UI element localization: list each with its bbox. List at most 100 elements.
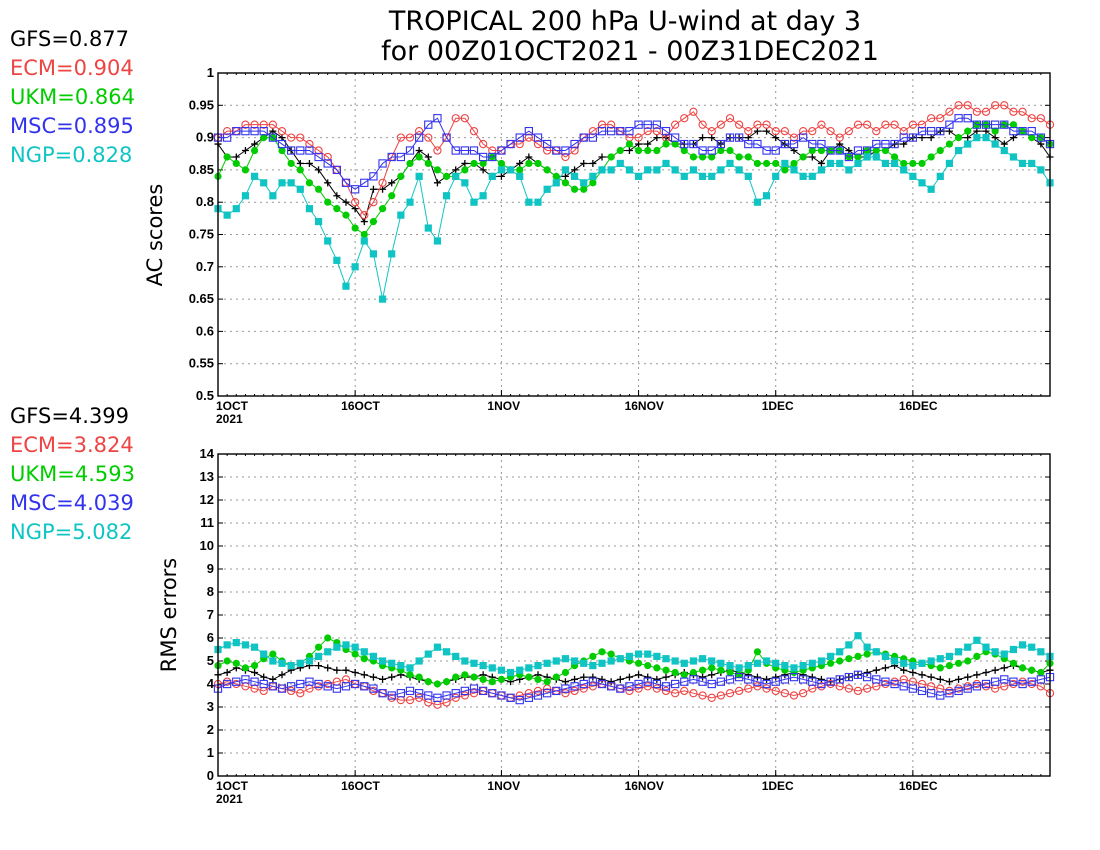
ac-series-ecm-point (268, 120, 278, 129)
ac-ytick-label: 0.5 (196, 388, 214, 403)
rms-xtick-sublabel: 2021 (216, 792, 243, 806)
ac-series-msc-point (268, 133, 278, 142)
ac-series-ecm-point (424, 133, 433, 142)
ac-series-ukm-point (406, 159, 414, 168)
rms-series-ngp-point (296, 659, 304, 667)
rms-series-ngp-point (333, 643, 341, 651)
rms-series-ukm-point (525, 673, 533, 681)
rms-legend: GFS=4.399 ECM=3.824 UKM=4.593 MSC=4.039 … (10, 404, 135, 544)
ac-series-ukm-point (287, 159, 295, 168)
ac-series-ngp-point (845, 166, 853, 174)
ac-series-msc-point (826, 146, 835, 155)
ac-series-msc-point (1027, 126, 1036, 136)
ac-series-ngp (214, 134, 1054, 303)
ac-series-ngp-point (1018, 159, 1027, 168)
rms-series-msc-point (433, 693, 442, 702)
rms-series-ngp-point (241, 641, 250, 649)
rms-series-ukm-point (954, 659, 963, 667)
rms-series-ecm-point (424, 698, 433, 707)
ac-series-ecm-point (451, 114, 460, 123)
ac-series-gfs-point (580, 159, 588, 167)
rms-series-ecm-point (744, 684, 753, 693)
ac-series-ngp-point (232, 205, 240, 213)
ac-series-ecm-point (817, 120, 826, 129)
rms-series-ngp-point (570, 657, 579, 665)
rms-series-ukm-point (845, 655, 853, 663)
ac-series-ngp-point (717, 166, 725, 174)
rms-legend-ecm: ECM=3.824 (10, 433, 134, 457)
rms-series-ngp-point (1000, 650, 1008, 658)
ac-series-msc-point (369, 172, 378, 181)
ac-series-msc-point (780, 139, 790, 149)
ac-series-ngp-point (305, 205, 314, 213)
rms-series-ecm-point (707, 693, 716, 702)
ac-series-ecm-point (305, 139, 314, 149)
rms-series-msc-point (350, 679, 360, 689)
ac-series-ngp-point (945, 159, 954, 168)
rms-series-ngp-point (881, 652, 890, 660)
rms-series-msc-point (899, 682, 908, 691)
rms-series-ecm-point (753, 682, 762, 691)
ac-series-ngp-point (735, 166, 743, 174)
rms-ytick-label: 14 (200, 446, 215, 461)
ac-series-ukm-point (689, 153, 698, 161)
ac-series-ukm-point (817, 146, 826, 155)
rms-series-ngp-point (607, 657, 615, 665)
rms-series-ukm-point (936, 664, 944, 672)
ac-series-msc-point (296, 146, 305, 155)
ac-series-ngp-point (964, 140, 972, 148)
rms-series-ecm-point (798, 689, 808, 698)
rms-series-msc-point (405, 686, 415, 696)
ac-series-msc-point (680, 139, 689, 149)
ac-series-ngp-point (488, 172, 496, 180)
rms-series-ecm-point (990, 684, 1000, 693)
rms-series-gfs-point (909, 669, 917, 676)
ac-series-gfs-line (217, 130, 1051, 223)
rms-series-ecm-point (588, 682, 598, 691)
rms-series-ecm-point (396, 695, 406, 705)
rms-series-ecm-point (332, 677, 342, 686)
rms-series-ukm-point (854, 652, 862, 661)
rms-series-ukm-point (360, 655, 368, 663)
rms-series-gfs-point (369, 673, 377, 681)
rms-series-gfs-point (763, 675, 771, 683)
rms-series-gfs-point (379, 675, 387, 683)
ac-series-ukm-point (653, 146, 661, 155)
ac-series-ngp-point (534, 198, 542, 206)
ac-series-ecm-point (250, 120, 259, 129)
ac-series-ecm-point (707, 126, 716, 136)
ac-series-ngp-point (552, 179, 560, 187)
rms-series-msc-point (232, 677, 241, 686)
rms-series-msc-point (808, 677, 817, 686)
ac-series-msc-point (963, 114, 972, 123)
rms-series-ngp-point (534, 662, 542, 670)
ac-series-ukm-point (854, 153, 862, 161)
rms-series-msc-point (707, 679, 716, 689)
rms-series-ngp-point (452, 652, 460, 660)
ac-series-msc-point (670, 133, 680, 142)
rms-series-msc-point (387, 691, 396, 700)
rms-series-ngp-point (1037, 648, 1045, 656)
rms-series-ukm-point (589, 652, 597, 661)
rms-series-ecm-point (771, 686, 780, 696)
ac-series-msc-point (222, 133, 232, 142)
ac-series-ngp-point (351, 263, 359, 271)
ac-series-ukm-point (698, 153, 707, 161)
ac-series-msc-point (707, 146, 716, 155)
rms-series-ecm-point (780, 689, 790, 698)
ac-series-ngp-point (516, 172, 524, 180)
ac-series-msc-point (533, 133, 543, 142)
ac-series-ngp-point (269, 192, 277, 200)
rms-series-gfs-point (598, 675, 606, 683)
ac-ytick-label: 0.75 (189, 227, 214, 242)
ac-series-ngp-point (698, 172, 707, 180)
ac-series-ukm-point (708, 153, 716, 161)
rms-series-ukm-point (973, 652, 981, 661)
ac-legend-ukm: UKM=0.864 (10, 85, 135, 109)
rms-series-ngp-point (753, 659, 762, 667)
rms-series-msc-point (926, 689, 936, 698)
ac-series-ecm-point (469, 126, 479, 136)
ac-series-ngp-point (406, 198, 414, 206)
rms-series-ngp-point (625, 652, 634, 660)
ac-series-ecm-point (954, 101, 963, 110)
